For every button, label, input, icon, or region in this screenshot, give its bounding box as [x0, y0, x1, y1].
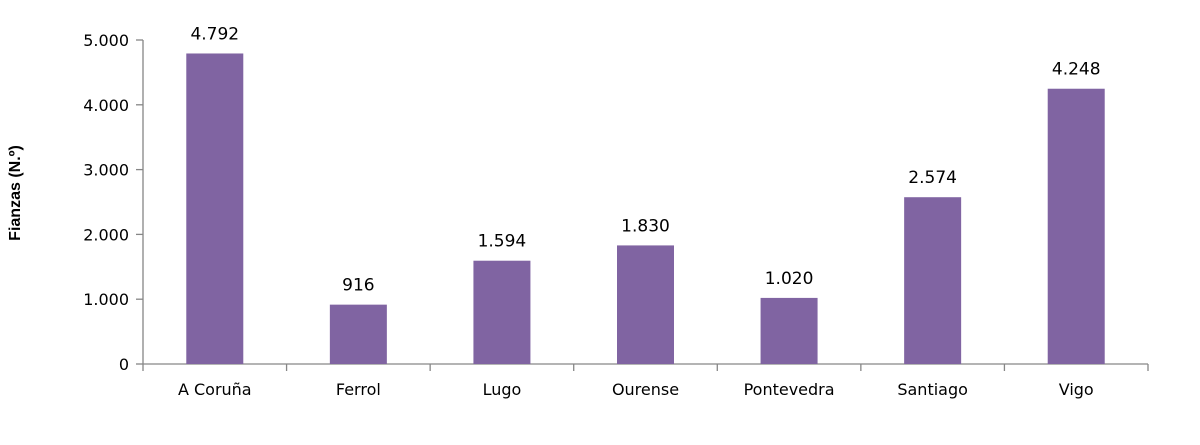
bars — [186, 53, 1105, 365]
x-tick-label: A Coruña — [178, 380, 252, 399]
y-tick-label: 1.000 — [83, 290, 129, 309]
data-label: 4.248 — [1052, 60, 1101, 80]
x-tick-label: Ourense — [612, 380, 679, 399]
data-label: 916 — [342, 276, 374, 296]
y-tick-label: 4.000 — [83, 96, 129, 115]
bar — [186, 53, 244, 365]
bar — [1047, 88, 1105, 364]
x-tick-label: Ferrol — [336, 380, 381, 399]
data-labels: 4.792 916 1.594 1.830 1.020 2.574 4.248 — [190, 24, 1100, 295]
bar — [329, 304, 387, 364]
data-label: 2.574 — [908, 168, 957, 188]
data-label: 4.792 — [190, 24, 239, 44]
x-tick-label: Pontevedra — [744, 380, 835, 399]
y-tick-label: 5.000 — [83, 31, 129, 50]
y-tick-label: 3.000 — [83, 161, 129, 180]
x-tick-label: Lugo — [483, 380, 522, 399]
y-tick-label: 2.000 — [83, 225, 129, 244]
bar — [904, 197, 962, 364]
bar — [473, 260, 531, 364]
bar — [617, 245, 674, 364]
y-axis-title: Fianzas (N.º) — [7, 145, 24, 241]
x-axis: A Coruña Ferrol Lugo Ourense Pontevedra Santi… — [142, 363, 1149, 399]
bar — [760, 297, 818, 364]
x-tick-label: Vigo — [1059, 380, 1094, 399]
y-axis: 0 1.000 2.000 3.000 4.000 5.000 — [83, 31, 144, 374]
data-label: 1.594 — [478, 232, 527, 252]
y-tick-label: 0 — [119, 355, 129, 374]
data-label: 1.020 — [765, 269, 814, 289]
data-label: 1.830 — [621, 216, 670, 236]
x-tick-label: Santiago — [897, 380, 968, 399]
